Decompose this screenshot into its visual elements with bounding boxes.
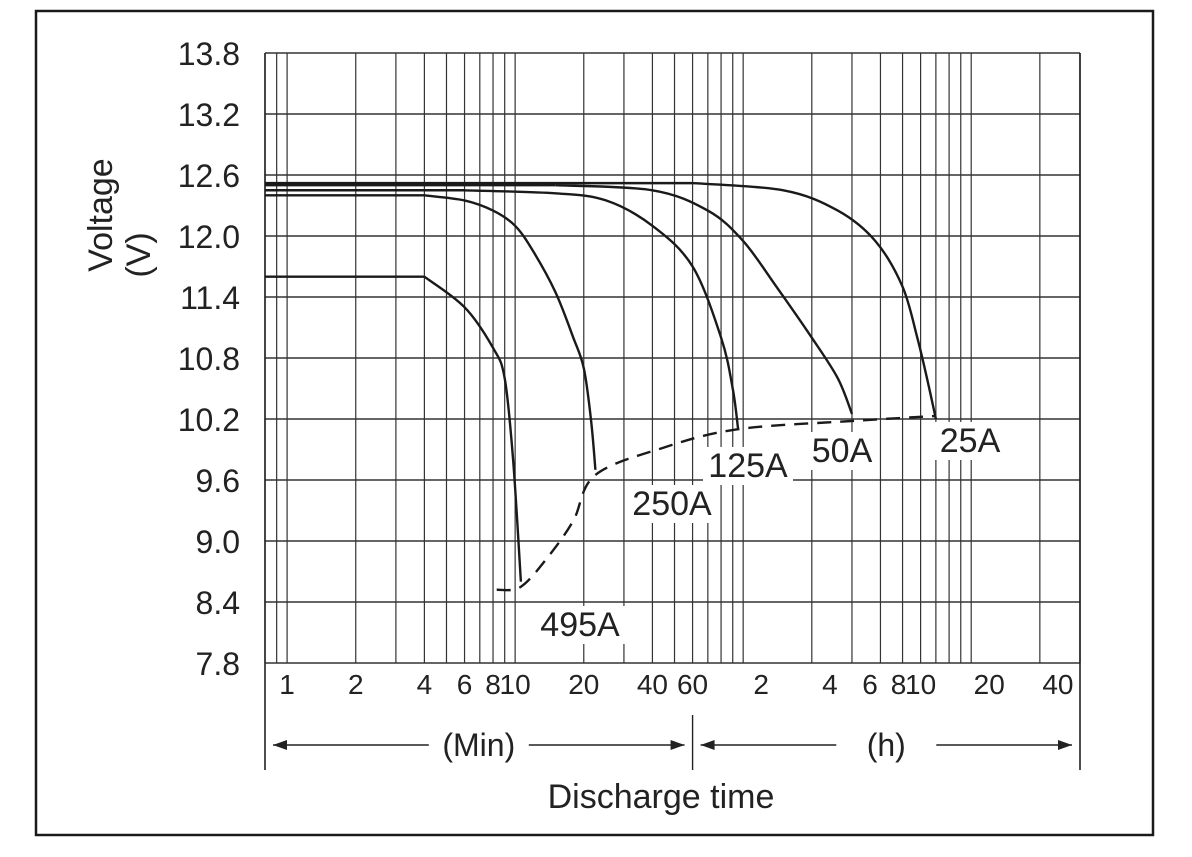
grid xyxy=(264,52,1081,770)
arrowhead xyxy=(700,740,715,750)
x-tick-label: 60 xyxy=(677,669,708,700)
series-curve-495A xyxy=(423,275,523,582)
series-label-backing xyxy=(807,432,877,470)
series-label-125A: 125A xyxy=(708,447,788,485)
series-curve-125A xyxy=(464,189,740,430)
y-tick-label: 12.0 xyxy=(178,219,240,255)
x-tick-label: 1 xyxy=(279,669,295,700)
x-tick-label: 20 xyxy=(974,669,1005,700)
y-axis-title: Voltage xyxy=(82,158,120,271)
unit-ranges: (Min) (h) xyxy=(273,715,1072,770)
x-tick-labels: 1 2 4 6 810 20 40 60 2 4 6 810 20 40 xyxy=(279,669,1073,700)
y-tick-label: 9.6 xyxy=(196,463,240,499)
x-tick-label: 8 xyxy=(485,669,501,700)
x-tick-label: 8 xyxy=(891,669,907,700)
series-label-25A: 25A xyxy=(940,422,1001,460)
arrowhead xyxy=(273,740,287,750)
x-axis-title: Discharge time xyxy=(548,778,775,816)
series-label-50A: 50A xyxy=(812,432,873,470)
series-label-495A: 495A xyxy=(540,606,620,644)
y-tick-label: 8.4 xyxy=(196,585,240,621)
y-tick-label: 7.8 xyxy=(196,646,240,682)
x-tick-label: 10 xyxy=(905,669,936,700)
y-axis-unit: (V) xyxy=(120,232,158,277)
x-tick-label: 6 xyxy=(457,669,473,700)
y-tick-label: 9.0 xyxy=(196,524,240,560)
series-label-backing xyxy=(703,447,793,485)
x-tick-label: 4 xyxy=(417,669,433,700)
series-label-250A: 250A xyxy=(632,485,712,523)
series-lines xyxy=(265,181,938,592)
y-tick-labels: 13.8 13.2 12.6 12.0 11.4 10.8 10.2 9.6 9.0 8.4 7.8 xyxy=(178,36,240,682)
y-tick-label: 13.8 xyxy=(178,36,240,72)
x-tick-label: 2 xyxy=(753,669,769,700)
series-curve-250A xyxy=(424,194,597,470)
y-tick-label: 10.2 xyxy=(178,402,240,438)
x-tick-label: 40 xyxy=(637,669,668,700)
y-tick-label: 13.2 xyxy=(178,97,240,133)
arrowhead xyxy=(1058,740,1072,750)
y-tick-label: 12.6 xyxy=(178,158,240,194)
x-tick-label: 10 xyxy=(500,669,531,700)
x-tick-label: 2 xyxy=(348,669,364,700)
unit-range-label: (h) xyxy=(867,727,906,763)
series-curve-50A xyxy=(555,184,854,415)
x-tick-label: 4 xyxy=(822,669,838,700)
y-tick-label: 10.8 xyxy=(178,341,240,377)
x-tick-label: 40 xyxy=(1042,669,1073,700)
series-label-backing xyxy=(627,485,717,523)
series-label-backing xyxy=(935,422,1005,460)
unit-range-label: (Min) xyxy=(442,727,515,763)
y-tick-label: 11.4 xyxy=(180,280,240,316)
series-label-backing xyxy=(535,606,625,644)
x-tick-label: 6 xyxy=(862,669,878,700)
arrowhead xyxy=(670,740,685,750)
series-curve-25A xyxy=(692,181,938,420)
x-tick-label: 20 xyxy=(568,669,599,700)
